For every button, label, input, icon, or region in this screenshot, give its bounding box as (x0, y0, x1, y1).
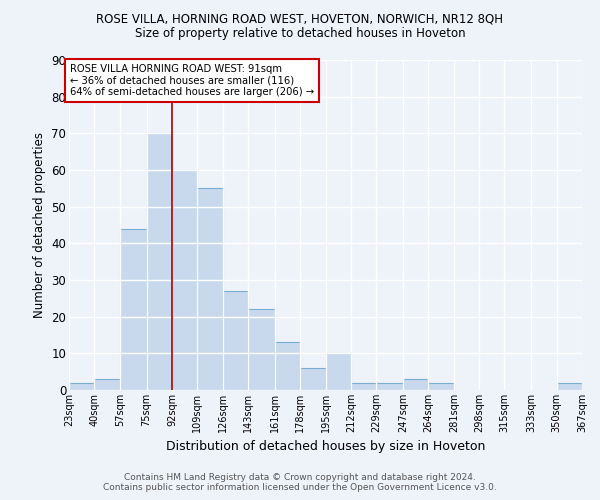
Bar (275, 342, 300, 390)
X-axis label: Distribution of detached houses by size in Hoveton: Distribution of detached houses by size … (166, 440, 485, 454)
Bar (248, 310, 275, 390)
Bar (300, 368, 325, 390)
Bar (197, 188, 223, 390)
Bar (94, 379, 120, 390)
Bar (146, 134, 172, 390)
Bar (223, 291, 248, 390)
Text: Size of property relative to detached houses in Hoveton: Size of property relative to detached ho… (134, 28, 466, 40)
Y-axis label: Number of detached properties: Number of detached properties (33, 132, 46, 318)
Bar (120, 228, 146, 390)
Bar (351, 382, 376, 390)
Text: Contains HM Land Registry data © Crown copyright and database right 2024.
Contai: Contains HM Land Registry data © Crown c… (103, 473, 497, 492)
Text: ROSE VILLA HORNING ROAD WEST: 91sqm
← 36% of detached houses are smaller (116)
6: ROSE VILLA HORNING ROAD WEST: 91sqm ← 36… (70, 64, 314, 97)
Bar (428, 382, 454, 390)
Bar (69, 382, 94, 390)
Text: ROSE VILLA, HORNING ROAD WEST, HOVETON, NORWICH, NR12 8QH: ROSE VILLA, HORNING ROAD WEST, HOVETON, … (97, 12, 503, 26)
Bar (557, 382, 582, 390)
Bar (376, 382, 403, 390)
Bar (172, 170, 197, 390)
Bar (325, 354, 351, 390)
Bar (403, 379, 428, 390)
